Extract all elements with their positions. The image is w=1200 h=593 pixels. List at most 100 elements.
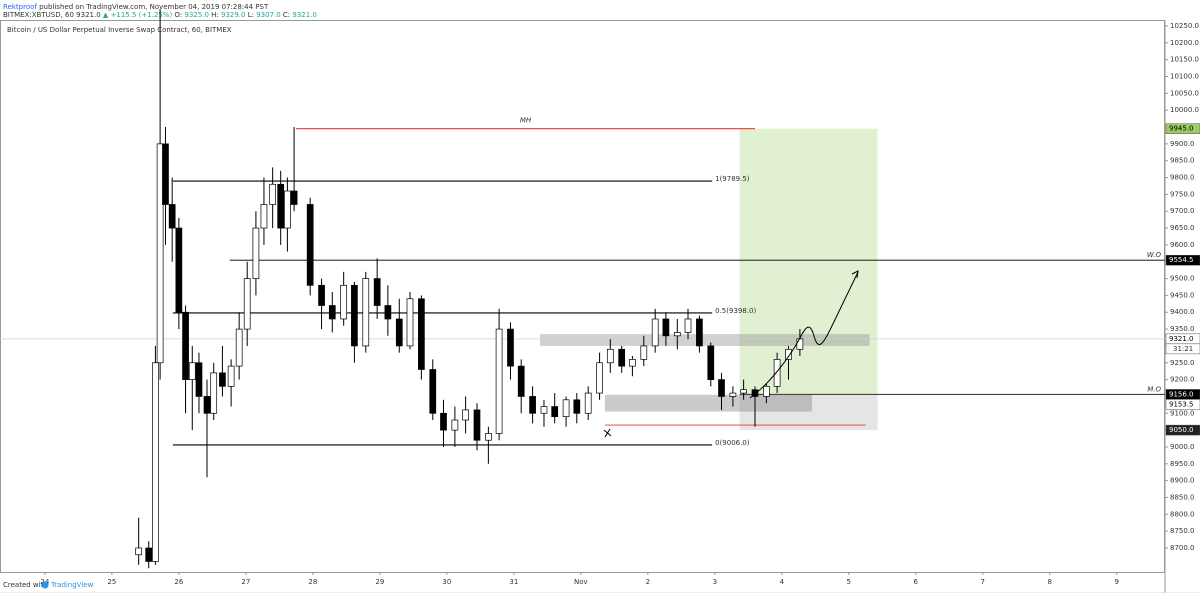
- candle-body: [473, 409, 481, 441]
- candle-body: [785, 348, 792, 360]
- x-tick-label: 31: [509, 578, 518, 586]
- cross-mark: [603, 428, 612, 438]
- candle-body: [373, 278, 381, 306]
- candle-body: [152, 362, 159, 562]
- price-label-box: [1165, 254, 1200, 266]
- y-tick-label: 10200.0: [1170, 39, 1199, 47]
- quote-part: 9307.0: [256, 11, 283, 19]
- candle-body: [606, 348, 614, 364]
- candle-body: [796, 338, 804, 350]
- candle-body: [462, 409, 469, 421]
- candle-body: [306, 204, 314, 286]
- publisher[interactable]: Rektproof: [3, 3, 37, 11]
- countdown: 31:21: [1173, 345, 1193, 353]
- y-tick-label: 9750.0: [1170, 190, 1195, 198]
- y-tick-label: 9200.0: [1170, 376, 1195, 384]
- candle-body: [318, 284, 325, 306]
- plot: 8700.0 8750.0 8800.0 8850.0 8900.0 8950.0 9000…: [0, 9, 1200, 586]
- x-tick-label: 28: [308, 578, 317, 586]
- candle-body: [135, 547, 143, 556]
- zone: [604, 394, 812, 412]
- quote-part: ▲: [103, 11, 111, 19]
- zone: [539, 334, 870, 346]
- candle-body: [451, 419, 459, 431]
- header-line-1: Rektproof published on TradingView.com, …: [3, 3, 269, 11]
- y-tick-label: 9850.0: [1170, 157, 1195, 165]
- quote-part: +115.5 (+1.25%): [111, 11, 175, 19]
- y-tick-label: 8750.0: [1170, 527, 1195, 535]
- candle-body: [418, 298, 425, 370]
- y-tick-label: 9500.0: [1170, 275, 1195, 283]
- y-tick-label: 9400.0: [1170, 308, 1195, 316]
- candle-body: [277, 183, 285, 229]
- x-tick-label: 2: [646, 578, 650, 586]
- price-label: 9321.0: [1169, 335, 1194, 343]
- x-tick-label: 5: [847, 578, 851, 586]
- candle-body: [395, 318, 403, 347]
- footer-created: Created with: [3, 581, 48, 589]
- candle-body: [751, 389, 759, 397]
- candle-body: [773, 359, 781, 387]
- zone: [739, 128, 878, 395]
- level-label: W.O: [1147, 251, 1162, 259]
- quote-part: H:: [211, 11, 221, 19]
- candle-body: [168, 204, 176, 229]
- y-tick-label: 8900.0: [1170, 477, 1195, 485]
- candle-body: [684, 318, 692, 333]
- footer-brand[interactable]: TradingView: [50, 581, 94, 589]
- quote-part: 9321.0: [76, 11, 103, 19]
- y-tick-label: 9250.0: [1170, 359, 1195, 367]
- quote-part: C:: [283, 11, 292, 19]
- y-tick-label: 10100.0: [1170, 73, 1199, 81]
- candle-body: [551, 406, 559, 417]
- y-tick-label: 9450.0: [1170, 291, 1195, 299]
- candle-body: [362, 278, 370, 347]
- price-label: 9554.5: [1169, 256, 1194, 264]
- quote-line: BITMEX:XBTUSD, 60 9321.0 ▲ +115.5 (+1.25…: [3, 11, 317, 19]
- price-label-box: [1165, 123, 1200, 134]
- candle-body: [618, 348, 626, 367]
- y-tick-label: 9900.0: [1170, 140, 1195, 148]
- quote-part: BITMEX:XBTUSD, 60: [3, 11, 76, 19]
- candle-body: [351, 284, 358, 347]
- candle-body: [210, 372, 218, 414]
- candle-body: [235, 328, 243, 367]
- candle-body: [188, 362, 196, 380]
- x-tick-label: 9: [1115, 578, 1119, 586]
- candle-body: [156, 143, 164, 364]
- candle-body: [162, 143, 169, 205]
- y-tick-label: 9350.0: [1170, 325, 1195, 333]
- candle-body: [596, 362, 603, 394]
- x-tick-label: 26: [174, 578, 183, 586]
- y-tick-label: 9600.0: [1170, 241, 1195, 249]
- quote-part: 9321.0: [292, 11, 317, 19]
- candle-body: [290, 190, 298, 205]
- candle-body: [763, 385, 770, 397]
- candle-body: [252, 227, 260, 279]
- y-tick-label: 10250.0: [1170, 22, 1199, 30]
- arrow-head: [851, 270, 859, 279]
- chart-frame: [0, 20, 1165, 573]
- published: published on TradingView.com, November 0…: [39, 3, 269, 11]
- price-label-box: [1165, 424, 1200, 436]
- level-label: 0(9006.0): [715, 439, 750, 447]
- price-label: 9153.5: [1169, 400, 1194, 408]
- candle-body: [145, 547, 153, 562]
- candle-body: [227, 365, 235, 387]
- x-tick-label: 3: [713, 578, 717, 586]
- candle-body: [495, 328, 503, 434]
- candle-body: [182, 311, 189, 380]
- y-tick-label: 9800.0: [1170, 174, 1195, 182]
- price-label-box: [1165, 399, 1200, 410]
- candle-body: [507, 328, 514, 367]
- candle-body: [584, 392, 592, 414]
- quote-part: L:: [248, 11, 256, 19]
- candle-body: [175, 227, 183, 313]
- quote-part: O:: [174, 11, 184, 19]
- y-tick-label: 8800.0: [1170, 510, 1195, 518]
- brand-logo: [41, 581, 49, 589]
- candle-body: [384, 305, 392, 320]
- candle-body: [718, 379, 725, 397]
